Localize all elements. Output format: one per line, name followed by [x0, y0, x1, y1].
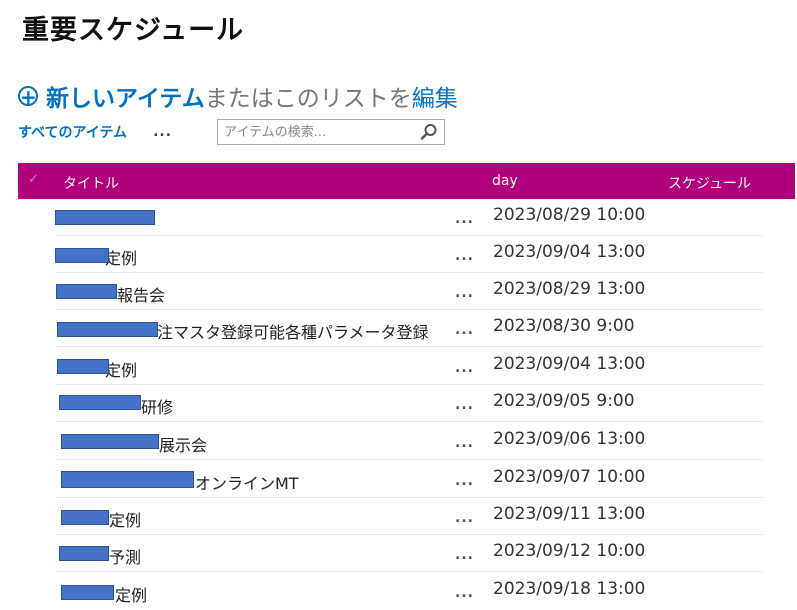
- new-item-bar: + 新しいアイテム またはこのリストを 編集: [18, 80, 458, 112]
- item-menu-button[interactable]: ...: [455, 322, 474, 338]
- add-icon[interactable]: +: [18, 85, 38, 109]
- table-row[interactable]: 定例 ... 2023/09/11 13:00: [55, 498, 763, 535]
- item-menu-button[interactable]: ...: [455, 397, 474, 413]
- table-row[interactable]: 予測 ... 2023/09/12 10:00: [55, 535, 763, 572]
- item-title-link[interactable]: 予測: [109, 548, 142, 567]
- item-title-link[interactable]: 研修: [141, 398, 174, 417]
- list-header: ✓ タイトル day スケジュール: [18, 163, 795, 199]
- item-menu-button[interactable]: ...: [455, 473, 474, 489]
- item-day: 2023/09/11 13:00: [493, 504, 646, 524]
- column-header-schedule[interactable]: スケジュール: [668, 176, 752, 192]
- item-menu-button[interactable]: ...: [455, 547, 474, 563]
- search-input[interactable]: [218, 120, 421, 144]
- item-title-link[interactable]: 注マスタ登録可能各種パラメータ登録: [157, 323, 429, 342]
- table-row[interactable]: 展示会 ... 2023/09/06 13:00: [55, 423, 763, 460]
- redaction-block: [59, 546, 109, 561]
- column-header-day[interactable]: day: [492, 173, 518, 189]
- item-title-link[interactable]: オンラインMT: [195, 474, 299, 493]
- view-bar: すべてのアイテム ...: [18, 118, 172, 146]
- table-row[interactable]: 定例 ... 2023/09/18 13:00: [55, 573, 763, 610]
- item-day: 2023/09/06 13:00: [493, 429, 646, 449]
- item-day: 2023/09/04 13:00: [493, 242, 646, 262]
- item-day: 2023/09/04 13:00: [493, 354, 646, 374]
- item-day: 2023/09/07 10:00: [493, 467, 646, 487]
- table-row[interactable]: 定例 ... 2023/09/04 13:00: [55, 348, 763, 385]
- item-menu-button[interactable]: ...: [455, 585, 474, 601]
- search-icon[interactable]: [420, 123, 438, 141]
- item-title-link[interactable]: 定例: [105, 361, 138, 380]
- table-row[interactable]: ... 2023/08/29 10:00: [55, 199, 763, 236]
- table-row[interactable]: 注マスタ登録可能各種パラメータ登録 ... 2023/08/30 9:00: [55, 310, 763, 347]
- redaction-block: [61, 471, 194, 488]
- item-day: 2023/09/05 9:00: [493, 391, 635, 411]
- search-box[interactable]: [217, 119, 445, 145]
- view-all-items[interactable]: すべてのアイテム: [18, 125, 128, 141]
- item-title-link[interactable]: 展示会: [159, 436, 208, 455]
- item-menu-button[interactable]: ...: [455, 248, 474, 264]
- item-menu-button[interactable]: ...: [455, 211, 474, 227]
- item-day: 2023/09/12 10:00: [493, 541, 646, 561]
- redaction-block: [57, 359, 109, 374]
- select-all-checkmark-icon[interactable]: ✓: [28, 172, 39, 187]
- new-item-link[interactable]: 新しいアイテム: [46, 86, 205, 112]
- redaction-block: [61, 510, 109, 525]
- item-menu-button[interactable]: ...: [455, 285, 474, 301]
- page-title: 重要スケジュール: [22, 15, 245, 46]
- redaction-block: [61, 585, 114, 600]
- item-title-link[interactable]: 定例: [105, 249, 138, 268]
- redaction-block: [59, 395, 141, 410]
- edit-list-link[interactable]: 編集: [411, 86, 458, 112]
- view-more-button[interactable]: ...: [153, 124, 173, 140]
- item-menu-button[interactable]: ...: [455, 360, 474, 376]
- item-title-link[interactable]: 報告会: [117, 286, 166, 305]
- item-menu-button[interactable]: ...: [455, 435, 474, 451]
- item-day: 2023/08/29 10:00: [493, 205, 646, 225]
- item-day: 2023/09/18 13:00: [493, 579, 646, 599]
- table-row[interactable]: 研修 ... 2023/09/05 9:00: [55, 385, 763, 422]
- item-title-link[interactable]: 定例: [109, 511, 142, 530]
- column-header-title[interactable]: タイトル: [63, 176, 119, 192]
- item-menu-button[interactable]: ...: [455, 510, 474, 526]
- table-row[interactable]: 報告会 ... 2023/08/29 13:00: [55, 273, 763, 310]
- redaction-block: [61, 434, 159, 449]
- or-text: またはこのリストを: [204, 86, 412, 112]
- table-row[interactable]: オンラインMT ... 2023/09/07 10:00: [55, 461, 763, 498]
- item-day: 2023/08/30 9:00: [493, 316, 635, 336]
- redaction-block: [55, 248, 109, 263]
- item-day: 2023/08/29 13:00: [493, 279, 646, 299]
- redaction-block: [56, 284, 117, 299]
- redaction-block: [55, 210, 155, 225]
- redaction-block: [57, 322, 158, 337]
- item-title-link[interactable]: 定例: [115, 586, 148, 605]
- table-row[interactable]: 定例 ... 2023/09/04 13:00: [55, 236, 763, 273]
